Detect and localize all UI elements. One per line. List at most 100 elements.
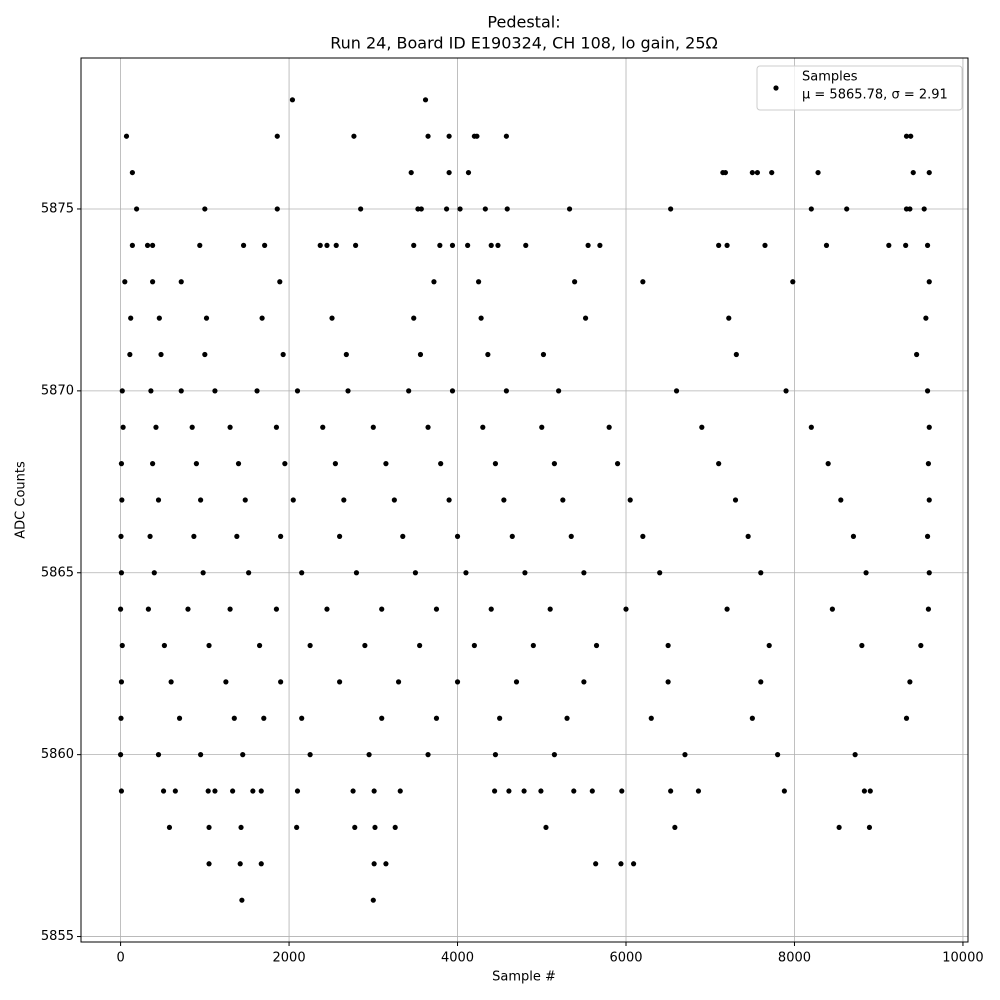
point — [506, 788, 512, 794]
point — [362, 642, 368, 649]
x-tick-label: 10000 — [942, 951, 983, 966]
point — [474, 133, 480, 139]
point — [352, 824, 358, 831]
point — [722, 169, 729, 176]
point — [299, 570, 305, 576]
point — [129, 169, 135, 176]
plot-frame — [80, 57, 969, 943]
point — [206, 642, 212, 649]
point — [274, 206, 280, 212]
point — [278, 533, 284, 539]
point — [189, 424, 195, 430]
point — [122, 279, 128, 285]
point — [118, 679, 125, 685]
point — [127, 351, 133, 358]
point — [120, 424, 126, 430]
point — [665, 642, 671, 649]
point — [261, 715, 267, 721]
point — [145, 606, 151, 612]
point — [446, 133, 452, 139]
point — [198, 497, 204, 503]
point — [117, 752, 124, 758]
point — [454, 679, 461, 685]
point — [925, 461, 932, 467]
point — [290, 497, 296, 503]
point — [119, 497, 125, 503]
point — [206, 824, 212, 831]
point — [491, 788, 498, 794]
point — [504, 206, 510, 212]
point — [351, 133, 357, 139]
point — [150, 461, 156, 467]
point — [926, 169, 932, 176]
point — [277, 279, 283, 285]
chart-title: Pedestal: — [487, 13, 560, 32]
point — [503, 388, 509, 394]
point — [648, 715, 654, 721]
point — [123, 133, 130, 139]
point — [129, 242, 135, 248]
point — [758, 679, 764, 685]
point — [861, 788, 867, 794]
point — [191, 533, 197, 539]
point — [471, 642, 477, 649]
point — [844, 206, 850, 212]
point — [371, 861, 377, 867]
point — [227, 424, 233, 430]
point — [668, 788, 674, 794]
point — [657, 570, 663, 576]
point — [200, 570, 206, 576]
legend-note: μ = 5865.78, σ = 2.91 — [802, 88, 948, 103]
point — [921, 206, 927, 212]
point — [918, 642, 924, 649]
point — [128, 315, 134, 321]
point — [202, 351, 208, 358]
point — [371, 788, 377, 794]
point — [198, 752, 204, 758]
point — [392, 824, 398, 831]
point — [161, 642, 167, 649]
point — [329, 315, 335, 321]
point — [274, 133, 280, 139]
point — [866, 824, 873, 831]
point — [320, 424, 326, 430]
point — [280, 351, 286, 358]
point — [485, 351, 491, 358]
point — [160, 788, 167, 794]
point — [724, 242, 730, 248]
point — [117, 606, 124, 612]
y-tick-label: 5875 — [41, 201, 74, 216]
point — [808, 206, 814, 212]
point — [238, 824, 244, 831]
point — [227, 606, 233, 612]
point — [431, 279, 437, 285]
point — [859, 642, 865, 649]
point — [231, 715, 237, 721]
legend: Samples μ = 5865.78, σ = 2.91 — [756, 65, 963, 111]
point — [682, 752, 688, 758]
point — [341, 497, 347, 503]
point — [307, 642, 313, 649]
point — [147, 533, 153, 539]
point — [724, 606, 730, 612]
point — [566, 206, 573, 212]
point — [353, 242, 359, 248]
point — [353, 570, 360, 576]
x-tick-label: 2000 — [273, 951, 306, 966]
point — [568, 533, 574, 539]
point — [150, 242, 156, 248]
point — [475, 279, 482, 285]
point — [176, 715, 183, 721]
point — [150, 279, 156, 285]
point — [769, 169, 775, 176]
point — [530, 642, 536, 649]
point — [223, 679, 229, 685]
point — [425, 752, 431, 758]
point — [758, 570, 764, 576]
point — [422, 97, 429, 103]
point — [383, 861, 389, 867]
point — [850, 533, 857, 539]
grid — [81, 58, 968, 942]
point — [151, 570, 157, 576]
point — [119, 642, 125, 649]
